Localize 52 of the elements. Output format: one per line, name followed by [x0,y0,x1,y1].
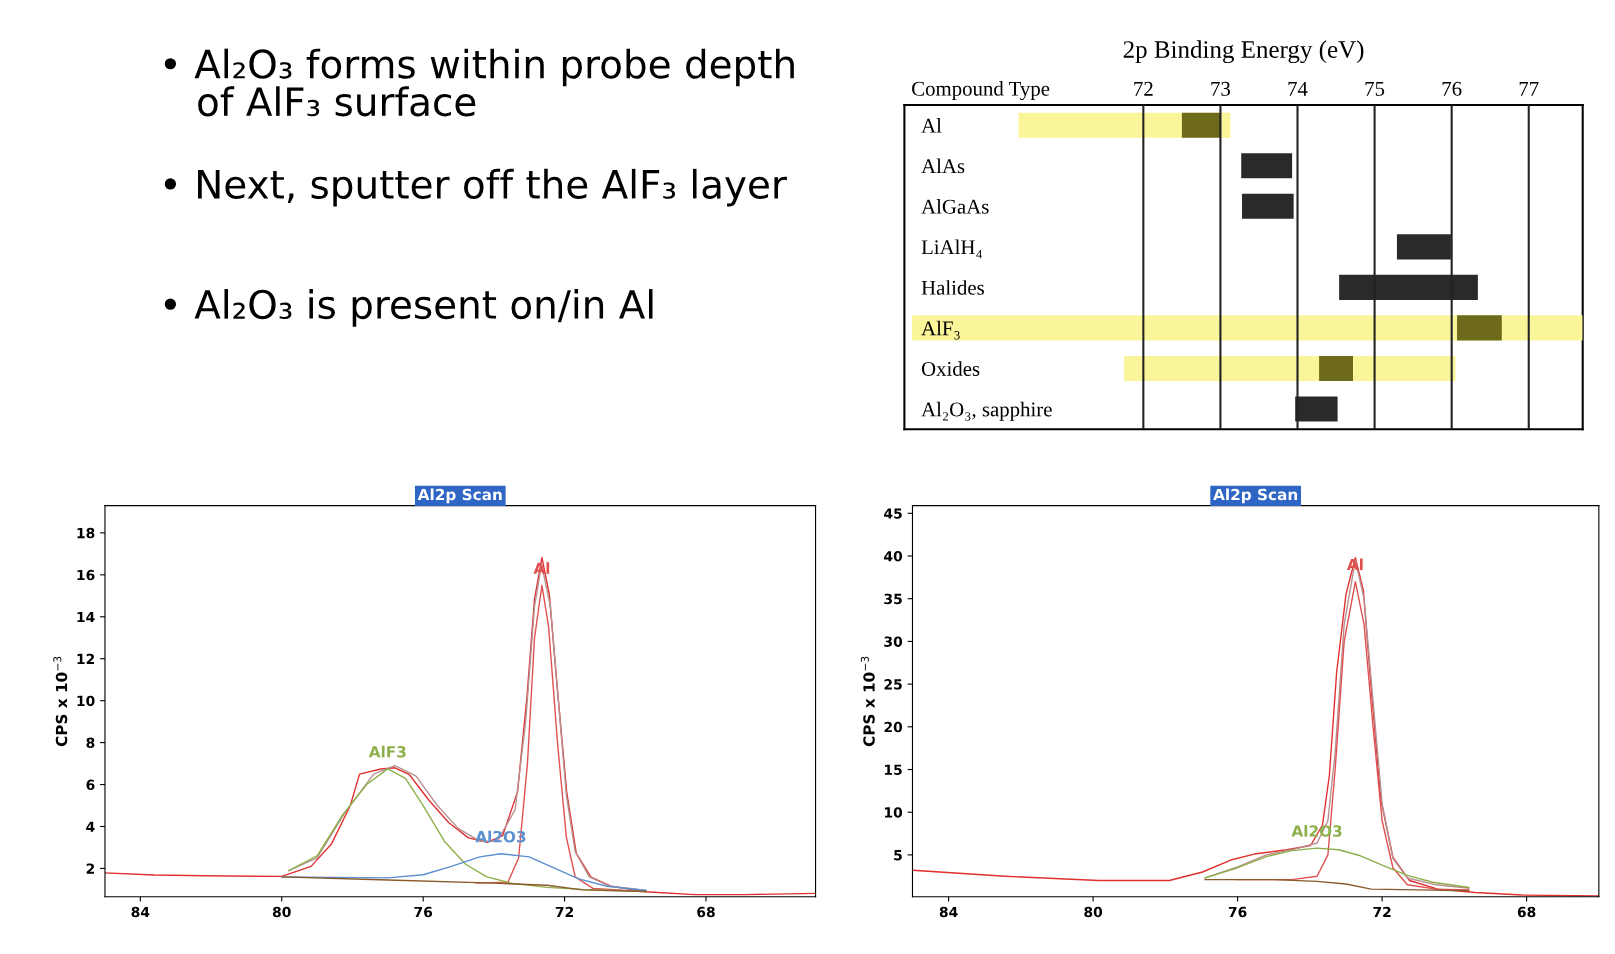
y-tick-label: AlAs [921,158,965,174]
x-tick-label: 77 [1519,82,1539,96]
y-axis-title: CPS x 10$^{−3}$ [53,656,68,747]
y-tick-label: 15 [884,764,902,775]
x-tick-label: 76 [1228,906,1247,918]
y-tick-label: 8 [86,737,95,749]
y-tick-label: 20 [884,721,903,733]
y-tick-label: 4 [86,821,95,832]
series-label: AlF3 [368,745,406,758]
x-tick-label: 72 [1134,81,1153,96]
x-tick-label: 68 [1517,906,1536,918]
chart-title: Al2p Scan [1213,488,1298,504]
y-tick-label: 16 [77,569,95,581]
x-tick-label: 74 [1288,81,1308,96]
y-tick-label: 10 [884,807,903,818]
x-tick-label: 68 [697,906,715,918]
y-tick-label: AlGaAs [921,199,989,214]
x-tick-label: 84 [939,906,958,918]
y-tick-label: 6 [86,779,95,791]
y-tick-label: 35 [884,593,902,605]
chart-title: 2p Binding Energy (eV) [1123,40,1364,64]
chart-title: Al2p Scan [417,488,502,504]
x-tick-label: 84 [131,906,150,918]
y-tick-label: 14 [77,611,95,623]
x-tick-label: 75 [1365,82,1385,96]
y-tick-label: 12 [77,653,95,664]
y-tick-label: Al₂O₃, sapphire [921,401,1052,421]
y-tick-label: LiAlH₄ [921,239,982,259]
x-tick-label: 72 [1373,906,1391,918]
y-tick-label: Al [921,117,942,133]
y-tick-label: 10 [77,695,95,707]
text: • Next, sputter off the AlF₃ layer [164,168,787,207]
y-tick-label: 5 [894,850,902,861]
y-tick-label: 45 [884,508,902,519]
text: • Al₂O₃ is present on/in Al [164,289,653,327]
y-tick-label: 30 [884,636,903,647]
y-tick-label: 18 [77,527,95,539]
y-tick-label: Oxides [921,361,980,376]
y-tick-label: AlF₃ [921,320,960,340]
y-tick-label: 2 [86,863,95,874]
y-tick-label: 40 [884,550,903,562]
y-tick-label: Halides [921,280,984,295]
x-tick-label: 80 [272,906,291,918]
x-tick-label: 76 [1442,81,1462,96]
y-axis-title: CPS x 10$^{−3}$ [860,656,875,747]
x-tick-label: 76 [414,906,433,918]
y-tick-label: 25 [884,679,902,690]
y-axis-title: Compound Type [912,81,1050,101]
x-tick-label: 72 [555,906,574,918]
x-tick-label: 80 [1084,906,1103,918]
text: • Al₂O₃ forms within probe depth of AlF₃ surface [164,48,794,117]
x-tick-label: 73 [1211,81,1231,96]
